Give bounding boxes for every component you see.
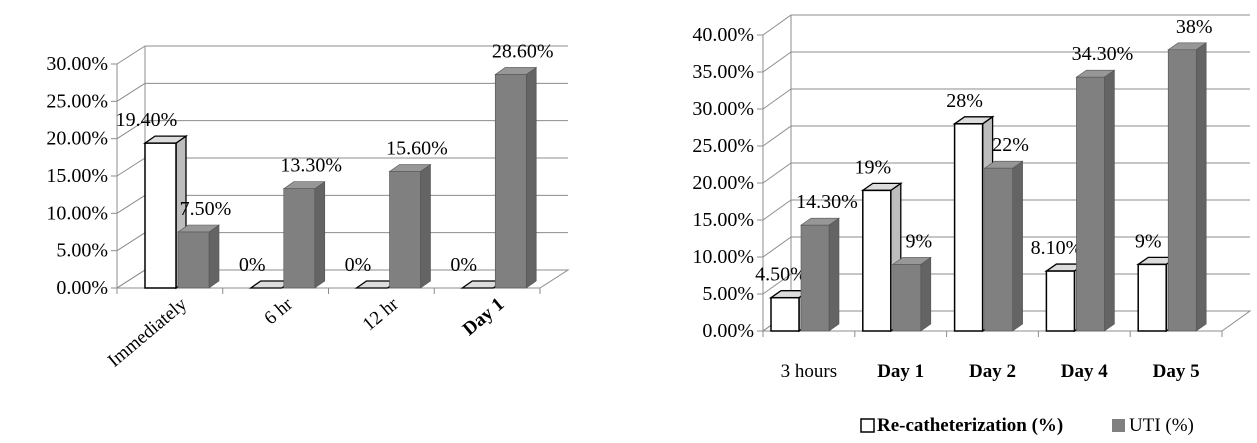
chart2-ytick-label: 15.00% xyxy=(692,209,754,231)
legend-swatch-re-catheterization xyxy=(860,418,875,433)
chart2-category-label: 3 hours xyxy=(781,361,837,382)
chart1-bar-s1-c3 xyxy=(494,66,538,289)
chart2-category-label: Day 4 xyxy=(1061,361,1108,382)
chart2-category-label: Day 2 xyxy=(969,361,1016,382)
legend-item-re-catheterization: Re-catheterization (%) xyxy=(860,415,1063,436)
chart2-gridline-diag xyxy=(762,199,792,221)
chart2-data-label: 9% xyxy=(905,230,932,252)
legend-item-uti: UTI (%) xyxy=(1112,415,1194,436)
chart2-bar-s0-c1 xyxy=(860,182,903,333)
chart1-data-label: 19.40% xyxy=(116,109,178,131)
chart2-gridline-diag xyxy=(762,14,792,36)
chart2-bar-s1-c2 xyxy=(983,160,1024,332)
chart2-ytick-label: 20.00% xyxy=(692,172,754,194)
chart2-ytick-label: 35.00% xyxy=(692,61,754,83)
chart2-data-label: 8.10% xyxy=(1031,237,1083,259)
chart1-gridline-diag xyxy=(116,232,146,252)
legend-swatch-uti xyxy=(1112,419,1125,432)
chart1-ytick-label: 25.00% xyxy=(46,90,108,112)
chart1-bar-s1-c0 xyxy=(177,224,220,289)
chart2-bar-s1-c0 xyxy=(800,217,840,332)
chart1-data-label: 7.50% xyxy=(180,198,232,220)
chart1-ytick-label: 5.00% xyxy=(56,240,108,262)
chart2-data-label: 19% xyxy=(854,156,891,178)
chart2-category-label: Day 1 xyxy=(877,361,924,382)
chart1-ytick-label: 20.00% xyxy=(46,128,108,150)
chart1-data-label: 0% xyxy=(450,254,477,276)
chart2-data-label: 22% xyxy=(992,134,1029,156)
chart2-bar-s1-c4 xyxy=(1167,42,1208,332)
chart2-data-label: 9% xyxy=(1135,230,1162,252)
chart1-gridline-diag xyxy=(116,82,146,102)
chart2-bar-s1-c3 xyxy=(1075,69,1116,332)
chart2-category-label: Day 5 xyxy=(1153,361,1200,382)
chart1-gridline-diag xyxy=(116,45,146,65)
chart2-data-label: 4.50% xyxy=(755,264,807,286)
chart1-bar-s1-c1 xyxy=(282,181,326,289)
chart1-gridline-diag xyxy=(116,194,146,214)
chart1-bar-s1-c2 xyxy=(388,163,432,289)
chart2-ytick-label: 25.00% xyxy=(692,135,754,157)
chart2-data-label: 14.30% xyxy=(796,191,858,213)
chart2-ytick-label: 5.00% xyxy=(702,283,754,305)
chart1-ytick-label: 15.00% xyxy=(46,165,108,187)
chart1-data-label: 15.60% xyxy=(386,138,448,160)
chart2-data-label: 28% xyxy=(946,90,983,112)
chart2-gridline-diag xyxy=(762,162,792,184)
chart1-data-label: 28.60% xyxy=(492,40,554,62)
chart2-gridline-diag xyxy=(762,236,792,258)
chart2-ytick-label: 40.00% xyxy=(692,24,754,46)
chart1-gridline-diag xyxy=(116,120,146,140)
chart1-data-label: 0% xyxy=(239,254,266,276)
chart2-bar-s1-c1 xyxy=(891,256,932,332)
chart1-ytick-label: 30.00% xyxy=(46,53,108,75)
chart2-gridline-diag xyxy=(762,51,792,73)
legend-label-re-catheterization: Re-catheterization (%) xyxy=(877,415,1063,436)
chart2-data-label: 34.30% xyxy=(1072,43,1134,65)
chart2-ytick-label: 10.00% xyxy=(692,246,754,268)
chart2-gridline-diag xyxy=(762,273,792,295)
chart2-gridline-diag xyxy=(762,125,792,147)
chart1-ytick-label: 10.00% xyxy=(46,202,108,224)
chart1-data-label: 0% xyxy=(345,254,372,276)
chart2-ytick-label: 30.00% xyxy=(692,98,754,120)
legend-label-uti: UTI (%) xyxy=(1129,415,1194,436)
chart2-gridline-diag xyxy=(762,88,792,110)
chart1-gridline-diag xyxy=(116,157,146,177)
chart2-data-label: 38% xyxy=(1176,16,1213,38)
chart1-data-label: 13.30% xyxy=(280,155,342,177)
chart2-ytick-label: 0.00% xyxy=(702,320,754,342)
chart1-ytick-label: 0.00% xyxy=(56,277,108,299)
